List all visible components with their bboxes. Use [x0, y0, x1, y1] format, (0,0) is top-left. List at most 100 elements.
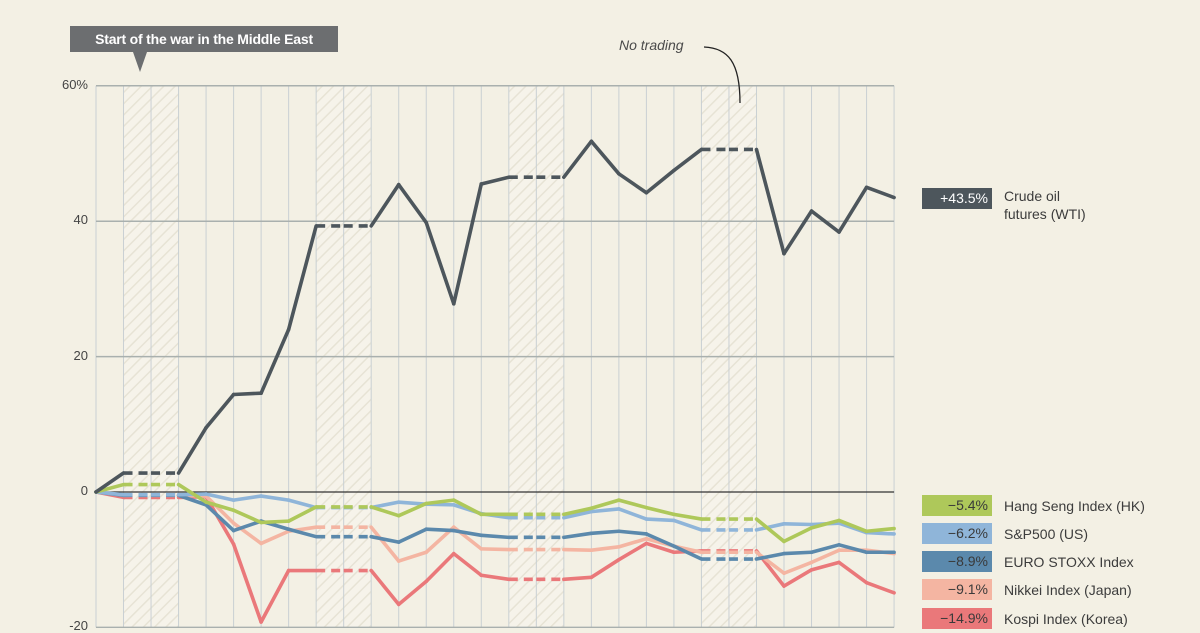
- annotation-pointer: [133, 52, 147, 72]
- series-segment: [369, 534, 401, 544]
- series-segment: [204, 503, 236, 533]
- series-segment: [672, 147, 704, 173]
- series-segment: [644, 505, 676, 517]
- series-segment: [231, 542, 263, 624]
- series-segment: [754, 517, 786, 544]
- series-segment: [782, 568, 814, 588]
- series-segment: [754, 522, 786, 532]
- series-segment: [451, 528, 484, 538]
- series-lines: [94, 139, 896, 624]
- series-segment: [589, 507, 621, 514]
- series-segment: [259, 519, 291, 525]
- series-segment: [672, 544, 704, 561]
- series-segment: [562, 547, 594, 553]
- series-segment: [864, 580, 896, 595]
- series-segment: [782, 560, 814, 576]
- series-segment: [644, 517, 676, 523]
- series-segment: [286, 527, 318, 539]
- gridlines: [95, 85, 895, 628]
- series-segment: [259, 568, 291, 624]
- series-segment: [424, 551, 456, 584]
- legend-label-wti: Crude oil futures (WTI): [1004, 187, 1086, 223]
- series-segment: [562, 506, 594, 517]
- series-segment: [589, 529, 621, 536]
- series-segment: [259, 327, 291, 395]
- legend-item-stoxx: −8.9% EURO STOXX Index: [922, 551, 1134, 572]
- series-segment: [864, 185, 896, 200]
- legend-item-kospi: −14.9% Kospi Index (Korea): [922, 608, 1128, 629]
- series-segment: [451, 182, 484, 306]
- series-segment: [644, 541, 676, 555]
- series-segment: [809, 548, 841, 565]
- series-segment: [754, 551, 786, 561]
- series-segment: [589, 557, 621, 580]
- series-segment: [562, 575, 594, 582]
- series-segment: [176, 493, 208, 507]
- series-segment: [782, 526, 814, 544]
- series-segment: [286, 498, 318, 510]
- series-segment: [396, 579, 429, 607]
- series-segment: [672, 518, 704, 532]
- series-segment: [589, 139, 621, 176]
- series-segment: [617, 541, 649, 562]
- y-tick-label: 40: [73, 212, 88, 228]
- series-segment: [231, 391, 263, 397]
- series-segment: [231, 521, 263, 546]
- series-segment: [754, 550, 786, 576]
- series-segment: [259, 494, 291, 502]
- series-segment: [837, 543, 869, 555]
- y-tick-label: 0: [80, 483, 88, 498]
- series-segment: [809, 543, 841, 555]
- series-segment: [809, 560, 841, 572]
- series-segment: [231, 494, 263, 502]
- series-segment: [617, 498, 649, 510]
- series-segment: [782, 209, 814, 256]
- legend-value-stoxx: −8.9%: [922, 551, 992, 572]
- y-tick-label: 60%: [61, 76, 88, 92]
- series-segment: [864, 530, 896, 536]
- legend-item-sp500: −6.2% S&P500 (US): [922, 523, 1088, 544]
- series-segment: [562, 531, 594, 540]
- series-segment: [286, 505, 318, 523]
- series-segment: [617, 507, 649, 521]
- legend-value-hsi: −5.4%: [922, 495, 992, 516]
- legend-label-sp500: S&P500 (US): [1004, 525, 1089, 542]
- series-segment: [809, 518, 841, 530]
- series-segment: [424, 220, 456, 306]
- series-segment: [479, 175, 511, 186]
- series-segment: [617, 536, 649, 549]
- series-segment: [286, 224, 318, 332]
- y-tick-label: -20: [69, 618, 88, 633]
- series-segment: [176, 482, 208, 504]
- legend-label-stoxx: EURO STOXX Index: [1004, 553, 1134, 570]
- legend-label-hsi: Hang Seng Index (HK): [1004, 497, 1145, 514]
- legend-item-nikkei: −9.1% Nikkei Index (Japan): [922, 579, 1132, 600]
- series-segment: [589, 498, 621, 511]
- start-of-war-annotation: Start of the war in the Middle East: [70, 26, 338, 52]
- no-trading-pointer: [703, 46, 741, 104]
- legend-label-nikkei: Nikkei Index (Japan): [1004, 581, 1132, 598]
- series-segment: [396, 501, 429, 518]
- series-segment: [204, 494, 236, 525]
- series-segment: [479, 573, 511, 582]
- series-segment: [589, 545, 621, 553]
- series-segment: [424, 498, 456, 506]
- series-segment: [204, 500, 236, 513]
- series-segment: [451, 498, 484, 517]
- series-segment: [204, 492, 236, 502]
- series-segment: [754, 147, 786, 256]
- series-segment: [204, 392, 236, 430]
- series-segment: [451, 551, 484, 578]
- series-segment: [479, 533, 511, 540]
- series-segment: [369, 568, 401, 607]
- series-segment: [837, 185, 869, 234]
- series-segment: [864, 526, 896, 534]
- y-tick-label: 20: [73, 347, 88, 363]
- series-segment: [369, 525, 401, 563]
- legend-value-wti: +43.5%: [922, 188, 992, 209]
- series-segment: [424, 527, 456, 533]
- series-segment: [837, 560, 869, 585]
- series-segment: [176, 425, 208, 475]
- series-segment: [369, 505, 401, 518]
- series-segment: [562, 139, 594, 179]
